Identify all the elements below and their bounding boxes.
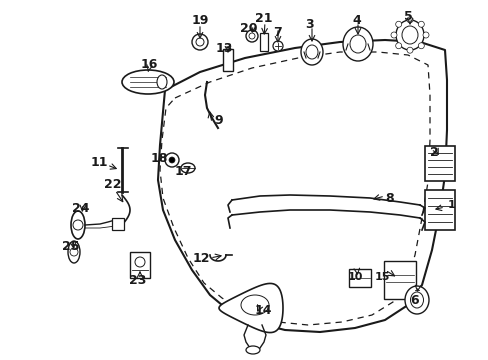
- FancyBboxPatch shape: [112, 218, 124, 230]
- Ellipse shape: [342, 27, 372, 61]
- Text: 22: 22: [104, 178, 122, 191]
- Ellipse shape: [122, 70, 174, 94]
- Ellipse shape: [401, 26, 417, 44]
- Circle shape: [135, 257, 145, 267]
- Text: 3: 3: [305, 18, 314, 31]
- Circle shape: [406, 17, 412, 23]
- Text: 21: 21: [255, 12, 272, 25]
- Text: 25: 25: [62, 240, 80, 253]
- Text: 24: 24: [72, 202, 90, 215]
- Text: 15: 15: [373, 272, 389, 282]
- Circle shape: [395, 21, 401, 27]
- Circle shape: [395, 43, 401, 49]
- Text: 9: 9: [214, 113, 222, 126]
- Ellipse shape: [157, 75, 167, 89]
- Circle shape: [73, 220, 83, 230]
- FancyBboxPatch shape: [223, 49, 232, 71]
- Circle shape: [169, 157, 175, 163]
- Ellipse shape: [395, 20, 423, 50]
- Ellipse shape: [305, 45, 317, 59]
- Circle shape: [248, 33, 254, 39]
- Text: 1: 1: [447, 200, 455, 210]
- Ellipse shape: [68, 241, 80, 263]
- Circle shape: [196, 38, 203, 46]
- Ellipse shape: [349, 35, 365, 53]
- Text: 5: 5: [403, 10, 411, 23]
- Circle shape: [70, 248, 78, 256]
- Ellipse shape: [301, 39, 323, 65]
- Text: 2: 2: [429, 145, 438, 158]
- Ellipse shape: [71, 211, 85, 239]
- Ellipse shape: [409, 292, 423, 308]
- Circle shape: [406, 47, 412, 53]
- Text: 16: 16: [140, 58, 157, 71]
- Circle shape: [422, 32, 428, 38]
- Ellipse shape: [245, 346, 260, 354]
- Circle shape: [417, 21, 424, 27]
- FancyBboxPatch shape: [260, 33, 267, 51]
- Text: 11: 11: [90, 157, 108, 170]
- Text: 6: 6: [410, 294, 418, 307]
- FancyBboxPatch shape: [130, 252, 150, 278]
- Ellipse shape: [404, 286, 428, 314]
- Text: 10: 10: [346, 272, 362, 282]
- Circle shape: [192, 34, 207, 50]
- Text: 13: 13: [215, 42, 232, 55]
- Circle shape: [390, 32, 396, 38]
- Text: 17: 17: [174, 165, 191, 178]
- FancyBboxPatch shape: [383, 261, 415, 299]
- Text: 7: 7: [272, 26, 281, 39]
- FancyBboxPatch shape: [348, 269, 370, 287]
- Text: 8: 8: [384, 192, 393, 204]
- FancyBboxPatch shape: [424, 190, 454, 230]
- Ellipse shape: [181, 163, 195, 173]
- Polygon shape: [219, 283, 283, 333]
- Circle shape: [272, 41, 283, 51]
- Text: 20: 20: [240, 22, 257, 35]
- Text: 23: 23: [129, 274, 146, 287]
- Circle shape: [245, 30, 258, 42]
- Ellipse shape: [241, 295, 268, 315]
- Circle shape: [417, 43, 424, 49]
- FancyBboxPatch shape: [424, 145, 454, 180]
- Text: 4: 4: [352, 14, 361, 27]
- Circle shape: [164, 153, 179, 167]
- Text: 18: 18: [150, 152, 168, 165]
- Text: 19: 19: [191, 14, 208, 27]
- Text: 14: 14: [254, 303, 272, 316]
- Text: 12: 12: [192, 252, 209, 265]
